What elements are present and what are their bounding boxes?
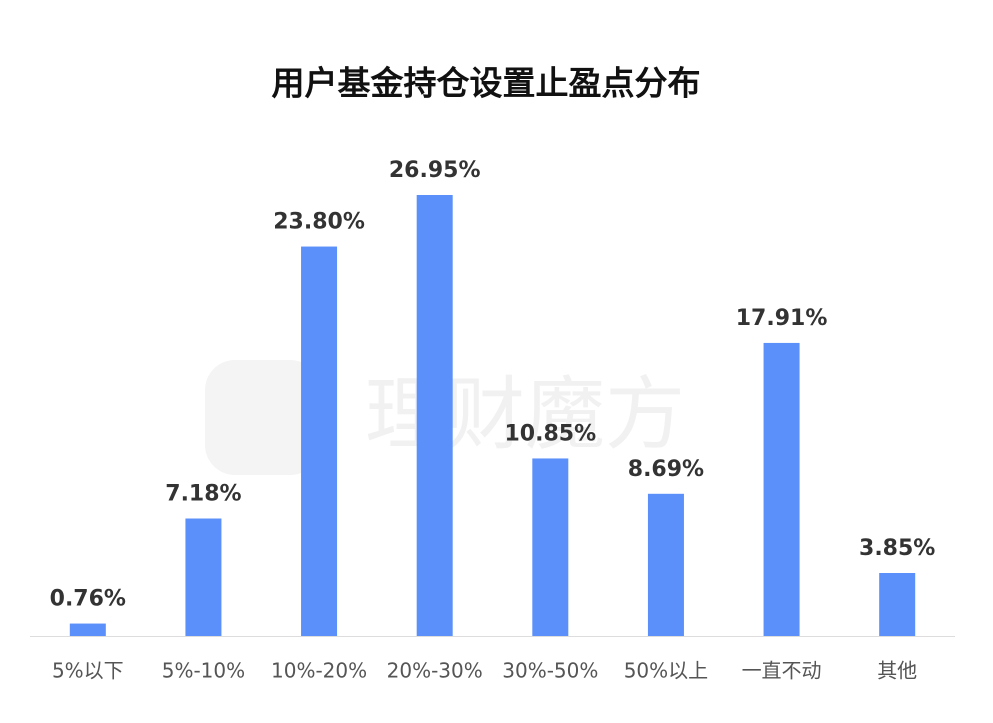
bar [647, 493, 684, 636]
bar [532, 458, 569, 636]
bar [69, 623, 106, 636]
value-label: 10.85% [504, 421, 596, 446]
x-tick-label: 一直不动 [742, 659, 822, 683]
x-tick-label: 10%-20% [271, 659, 367, 683]
x-tick-label: 5%-10% [162, 659, 245, 683]
value-label: 8.69% [628, 457, 704, 482]
bar [301, 246, 338, 636]
x-tick-label: 其他 [877, 659, 917, 683]
value-label: 3.85% [859, 536, 935, 561]
x-tick-label: 20%-30% [387, 659, 483, 683]
bar [185, 518, 222, 636]
watermark: 理财魔方 [365, 368, 685, 461]
bar [763, 342, 800, 636]
bar [879, 573, 916, 636]
value-label: 7.18% [165, 482, 241, 507]
value-label: 0.76% [50, 587, 126, 612]
x-tick-label: 30%-50% [502, 659, 598, 683]
value-label: 17.91% [736, 306, 828, 331]
watermark-logo [205, 360, 320, 475]
value-label: 26.95% [389, 158, 481, 183]
x-tick-label: 50%以上 [624, 659, 708, 683]
x-tick-label: 5%以下 [52, 659, 124, 683]
bar [416, 195, 453, 636]
chart-title: 用户基金持仓设置止盈点分布 [272, 64, 701, 103]
value-label: 23.80% [273, 210, 365, 235]
